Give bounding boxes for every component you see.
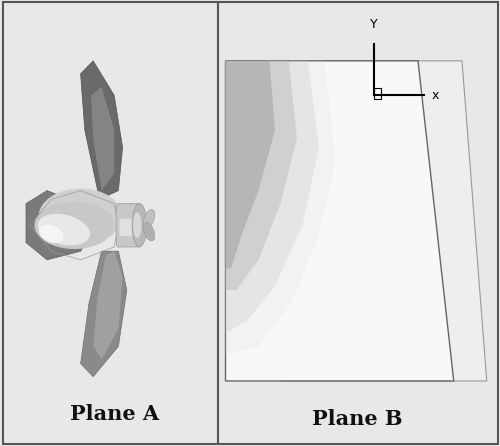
Polygon shape (226, 61, 454, 381)
Ellipse shape (38, 225, 64, 243)
Polygon shape (91, 87, 114, 190)
Polygon shape (80, 61, 122, 199)
Polygon shape (226, 61, 319, 334)
Bar (374, 88, 381, 99)
FancyBboxPatch shape (116, 203, 141, 247)
Polygon shape (226, 61, 297, 290)
Polygon shape (226, 61, 275, 268)
Ellipse shape (34, 202, 114, 249)
Polygon shape (26, 190, 98, 260)
Ellipse shape (144, 210, 155, 228)
Ellipse shape (38, 189, 122, 245)
Text: x: x (432, 89, 439, 102)
Polygon shape (80, 251, 127, 376)
Ellipse shape (132, 203, 147, 247)
Ellipse shape (144, 223, 155, 241)
Ellipse shape (133, 212, 141, 238)
Ellipse shape (38, 214, 90, 245)
FancyBboxPatch shape (120, 219, 136, 236)
Text: Y: Y (370, 17, 378, 30)
Polygon shape (93, 251, 122, 359)
Text: Plane A: Plane A (70, 404, 159, 424)
Polygon shape (280, 61, 487, 381)
Text: Plane B: Plane B (312, 409, 403, 429)
Polygon shape (226, 61, 336, 355)
